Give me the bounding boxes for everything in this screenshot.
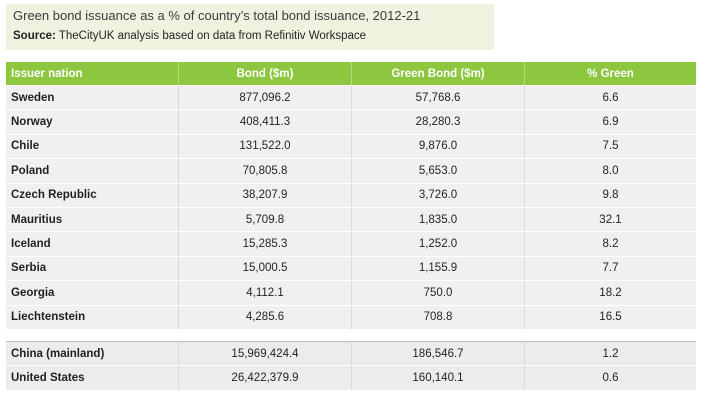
table-row: Sweden 877,096.2 57,768.6 6.6 [6,86,696,111]
cell-bond: 38,207.9 [178,183,351,207]
table-gap [6,330,696,341]
cell-percent-green: 9.8 [524,183,696,207]
cell-bond: 15,000.5 [178,256,351,281]
cell-issuer-nation: Liechtenstein [11,311,86,324]
cell-green-bond: 1,835.0 [351,207,524,232]
cell-green-bond: 9,876.0 [351,134,524,159]
cell-bond: 131,522.0 [178,134,351,159]
cell-percent-green: 18.2 [524,281,696,305]
cell-green-bond: 186,546.7 [351,341,524,366]
cell-percent-green: 16.5 [524,305,696,329]
cell-green-bond: 160,140.1 [351,366,524,390]
cell-bond: 15,969,424.4 [178,341,351,366]
cell-bond: 26,422,379.9 [178,366,351,390]
cell-percent-green: 0.6 [524,366,696,390]
source-text: TheCityUK analysis based on data from Re… [58,30,367,42]
table-row: Poland 70,805.8 5,653.0 8.0 [6,159,696,184]
cell-issuer-nation: Georgia [11,286,55,299]
header-bond: Bond ($m) [178,62,351,85]
cell-issuer-nation: Norway [11,116,53,129]
header-percent-green: % Green [524,62,696,85]
table-row: Serbia 15,000.5 1,155.9 7.7 [6,256,696,282]
comparison-rows: China (mainland) 15,969,424.4 186,546.7 1.2… [6,340,696,391]
cell-issuer-nation: Poland [11,164,50,177]
table-header-row: Issuer nation Bond ($m) Green Bond ($m) … [6,62,696,86]
table-title: Green bond issuance as a % of country’s … [13,8,421,23]
comparison-row: United States 26,422,379.9 160,140.1 0.6 [6,366,696,391]
cell-issuer-nation: Mauritius [11,213,63,226]
cell-green-bond: 3,726.0 [351,183,524,207]
cell-issuer-nation: Serbia [11,262,47,275]
cell-percent-green: 7.5 [524,134,696,159]
cell-bond: 5,709.8 [178,207,351,232]
cell-bond: 4,285.6 [178,305,351,329]
header-issuer-nation: Issuer nation [11,67,83,80]
table-row: Georgia 4,112.1 750.0 18.2 [6,281,696,306]
cell-bond: 15,285.3 [178,232,351,256]
table-row: Norway 408,411.3 28,280.3 6.9 [6,110,696,135]
cell-green-bond: 28,280.3 [351,110,524,134]
cell-green-bond: 750.0 [351,281,524,305]
cell-percent-green: 6.6 [524,86,696,110]
title-box [6,4,494,50]
cell-percent-green: 32.1 [524,207,696,232]
cell-issuer-nation: Sweden [11,91,55,104]
table-row: Mauritius 5,709.8 1,835.0 32.1 [6,207,696,233]
cell-issuer-nation: Chile [11,140,40,153]
green-bond-table: Issuer nation Bond ($m) Green Bond ($m) … [6,62,696,391]
cell-issuer-nation: Iceland [11,238,51,251]
cell-green-bond: 5,653.0 [351,159,524,183]
cell-percent-green: 7.7 [524,256,696,281]
cell-percent-green: 8.2 [524,232,696,256]
comparison-row: China (mainland) 15,969,424.4 186,546.7 1.2 [6,341,696,367]
source-label: Source: [13,30,56,42]
cell-issuer-nation: Czech Republic [11,189,97,202]
cell-green-bond: 57,768.6 [351,86,524,110]
cell-percent-green: 1.2 [524,341,696,366]
cell-issuer-nation: China (mainland) [11,347,105,360]
table-row: Iceland 15,285.3 1,252.0 8.2 [6,232,696,257]
table-row: Liechtenstein 4,285.6 708.8 16.5 [6,305,696,330]
cell-bond: 4,112.1 [178,281,351,305]
cell-green-bond: 1,252.0 [351,232,524,256]
table-row: Chile 131,522.0 9,876.0 7.5 [6,134,696,160]
table-source: Source: TheCityUK analysis based on data… [13,30,366,42]
cell-bond: 877,096.2 [178,86,351,110]
cell-green-bond: 1,155.9 [351,256,524,281]
cell-bond: 408,411.3 [178,110,351,134]
table-row: Czech Republic 38,207.9 3,726.0 9.8 [6,183,696,208]
cell-bond: 70,805.8 [178,159,351,183]
header-green-bond: Green Bond ($m) [351,62,524,85]
cell-percent-green: 8.0 [524,159,696,183]
cell-green-bond: 708.8 [351,305,524,329]
cell-percent-green: 6.9 [524,110,696,134]
cell-issuer-nation: United States [11,371,85,384]
table-body: Sweden 877,096.2 57,768.6 6.6 Norway 408,411.… [6,86,696,330]
